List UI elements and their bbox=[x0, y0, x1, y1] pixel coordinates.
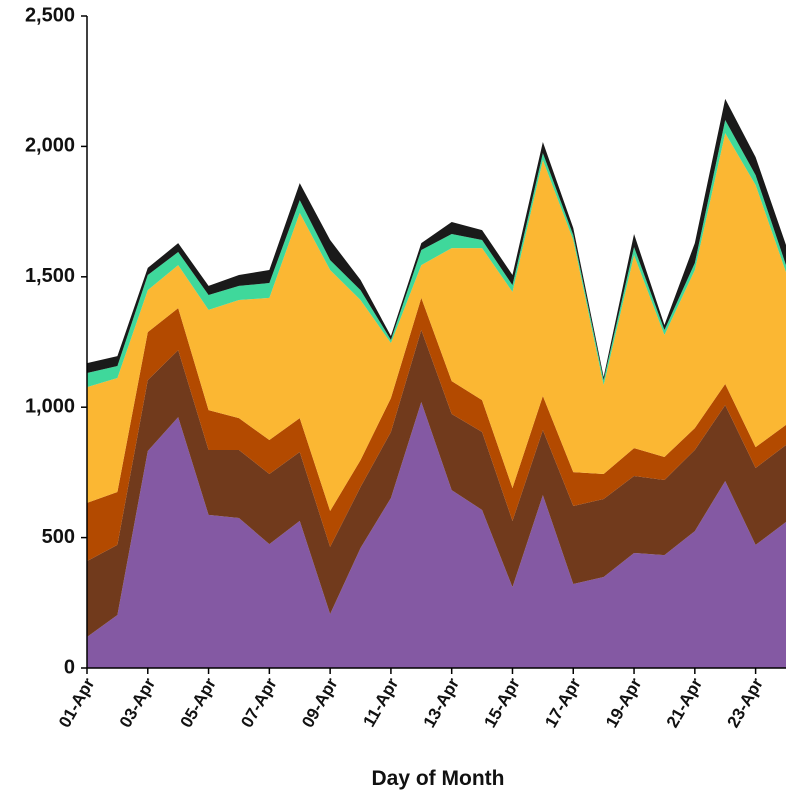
x-tick-label: 07-Apr bbox=[237, 674, 281, 730]
area bbox=[87, 297, 786, 562]
area bbox=[87, 120, 786, 388]
y-tick-label: 0 bbox=[64, 656, 75, 678]
x-tick-label: 17-Apr bbox=[541, 674, 585, 730]
x-tick-label: 15-Apr bbox=[480, 674, 524, 730]
area bbox=[87, 133, 786, 511]
x-tick-label: 21-Apr bbox=[663, 674, 707, 730]
x-tick-label: 03-Apr bbox=[116, 674, 160, 730]
x-tick-label: 23-Apr bbox=[724, 674, 768, 730]
x-axis-title: Day of Month bbox=[372, 767, 505, 790]
x-tick-label: 19-Apr bbox=[602, 674, 646, 730]
x-tick-label: 11-Apr bbox=[359, 674, 402, 730]
y-tick-label: 1,500 bbox=[25, 265, 75, 287]
area bbox=[87, 98, 786, 381]
y-tick-label: 2,000 bbox=[25, 135, 75, 157]
x-tick-label: 09-Apr bbox=[298, 674, 342, 730]
x-tick-label: 13-Apr bbox=[420, 674, 464, 730]
y-tick-label: 2,500 bbox=[25, 4, 75, 26]
x-tick-label: 05-Apr bbox=[177, 674, 221, 730]
area bbox=[87, 401, 786, 668]
x-tick-label: 01-Apr bbox=[55, 674, 99, 730]
y-tick-label: 1,000 bbox=[25, 395, 75, 417]
y-tick-label: 500 bbox=[42, 526, 75, 548]
area bbox=[87, 330, 786, 637]
